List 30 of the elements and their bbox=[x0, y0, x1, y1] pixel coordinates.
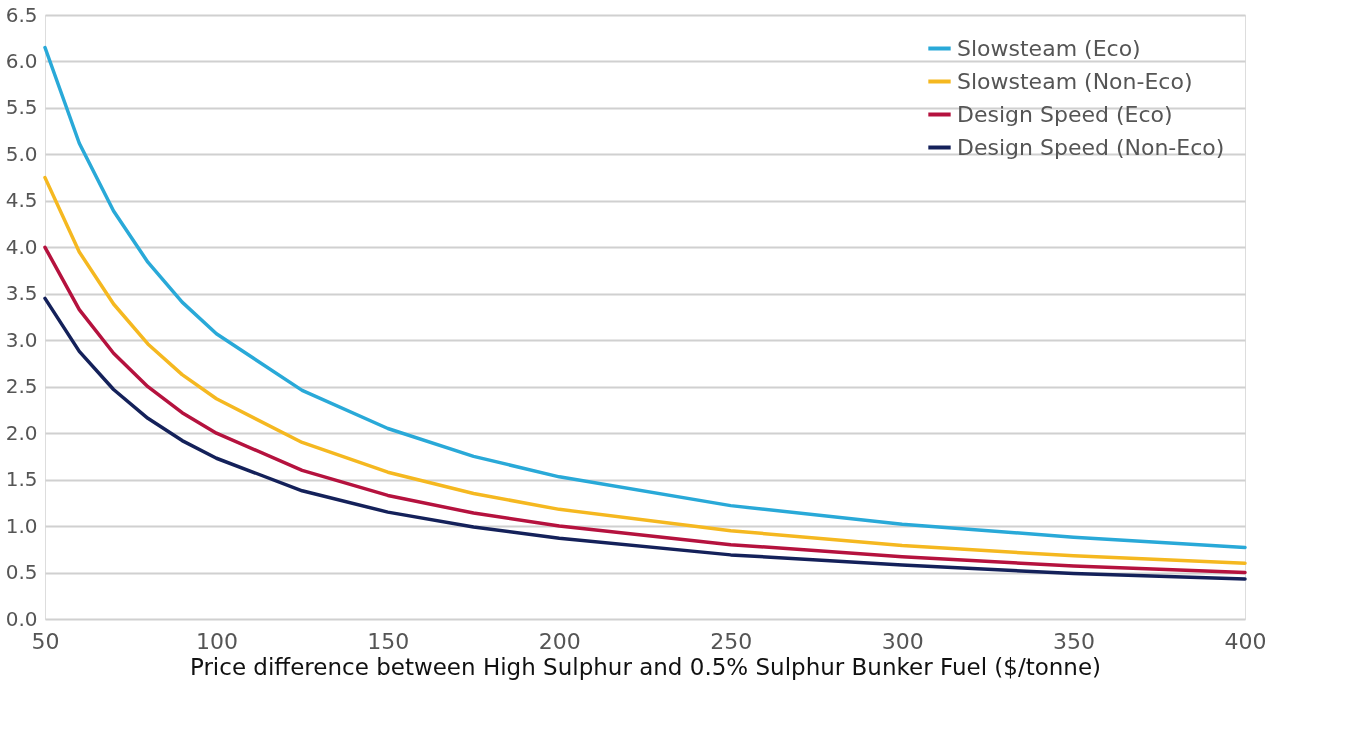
y-tick-label: 2.0 bbox=[5, 420, 38, 445]
y-tick-label: 4.0 bbox=[5, 234, 38, 259]
line-series bbox=[43, 296, 1247, 581]
legend-label: Design Speed (Non-Eco) bbox=[957, 134, 1225, 160]
x-tick-label: 250 bbox=[710, 628, 753, 654]
y-tick-label: 0.5 bbox=[5, 560, 38, 585]
y-tick-label: 0.0 bbox=[5, 606, 38, 631]
legend-label: Slowsteam (Eco) bbox=[957, 35, 1141, 61]
x-tick-label: 400 bbox=[1224, 628, 1267, 654]
y-tick-label: 3.0 bbox=[5, 327, 38, 352]
x-tick-label: 100 bbox=[195, 628, 238, 654]
x-tick-label: 300 bbox=[881, 628, 924, 654]
x-axis-title: Price difference between High Sulphur and 0.5% Sulphur Bunker Fuel ($/tonne) bbox=[189, 653, 1102, 680]
y-tick-label: 5.0 bbox=[5, 141, 38, 166]
x-tick-label: 150 bbox=[367, 628, 410, 654]
y-tick-label: 6.5 bbox=[5, 2, 38, 27]
legend-label: Slowsteam (Non-Eco) bbox=[957, 68, 1193, 94]
y-tick-label: 1.5 bbox=[5, 467, 38, 492]
y-tick-label: 5.5 bbox=[5, 95, 38, 120]
y-tick-label: 2.5 bbox=[5, 374, 38, 399]
legend-label: Design Speed (Eco) bbox=[957, 101, 1173, 127]
y-tick-label: 3.5 bbox=[5, 281, 38, 306]
y-tick-label: 6.0 bbox=[5, 48, 38, 73]
x-tick-label: 200 bbox=[538, 628, 581, 654]
y-tick-label: 4.5 bbox=[5, 188, 38, 213]
x-tick-label: 350 bbox=[1053, 628, 1096, 654]
line-series bbox=[43, 175, 1247, 565]
y-tick-label: 1.0 bbox=[5, 513, 38, 538]
x-tick-label: 50 bbox=[31, 628, 60, 654]
line-series bbox=[43, 245, 1247, 575]
